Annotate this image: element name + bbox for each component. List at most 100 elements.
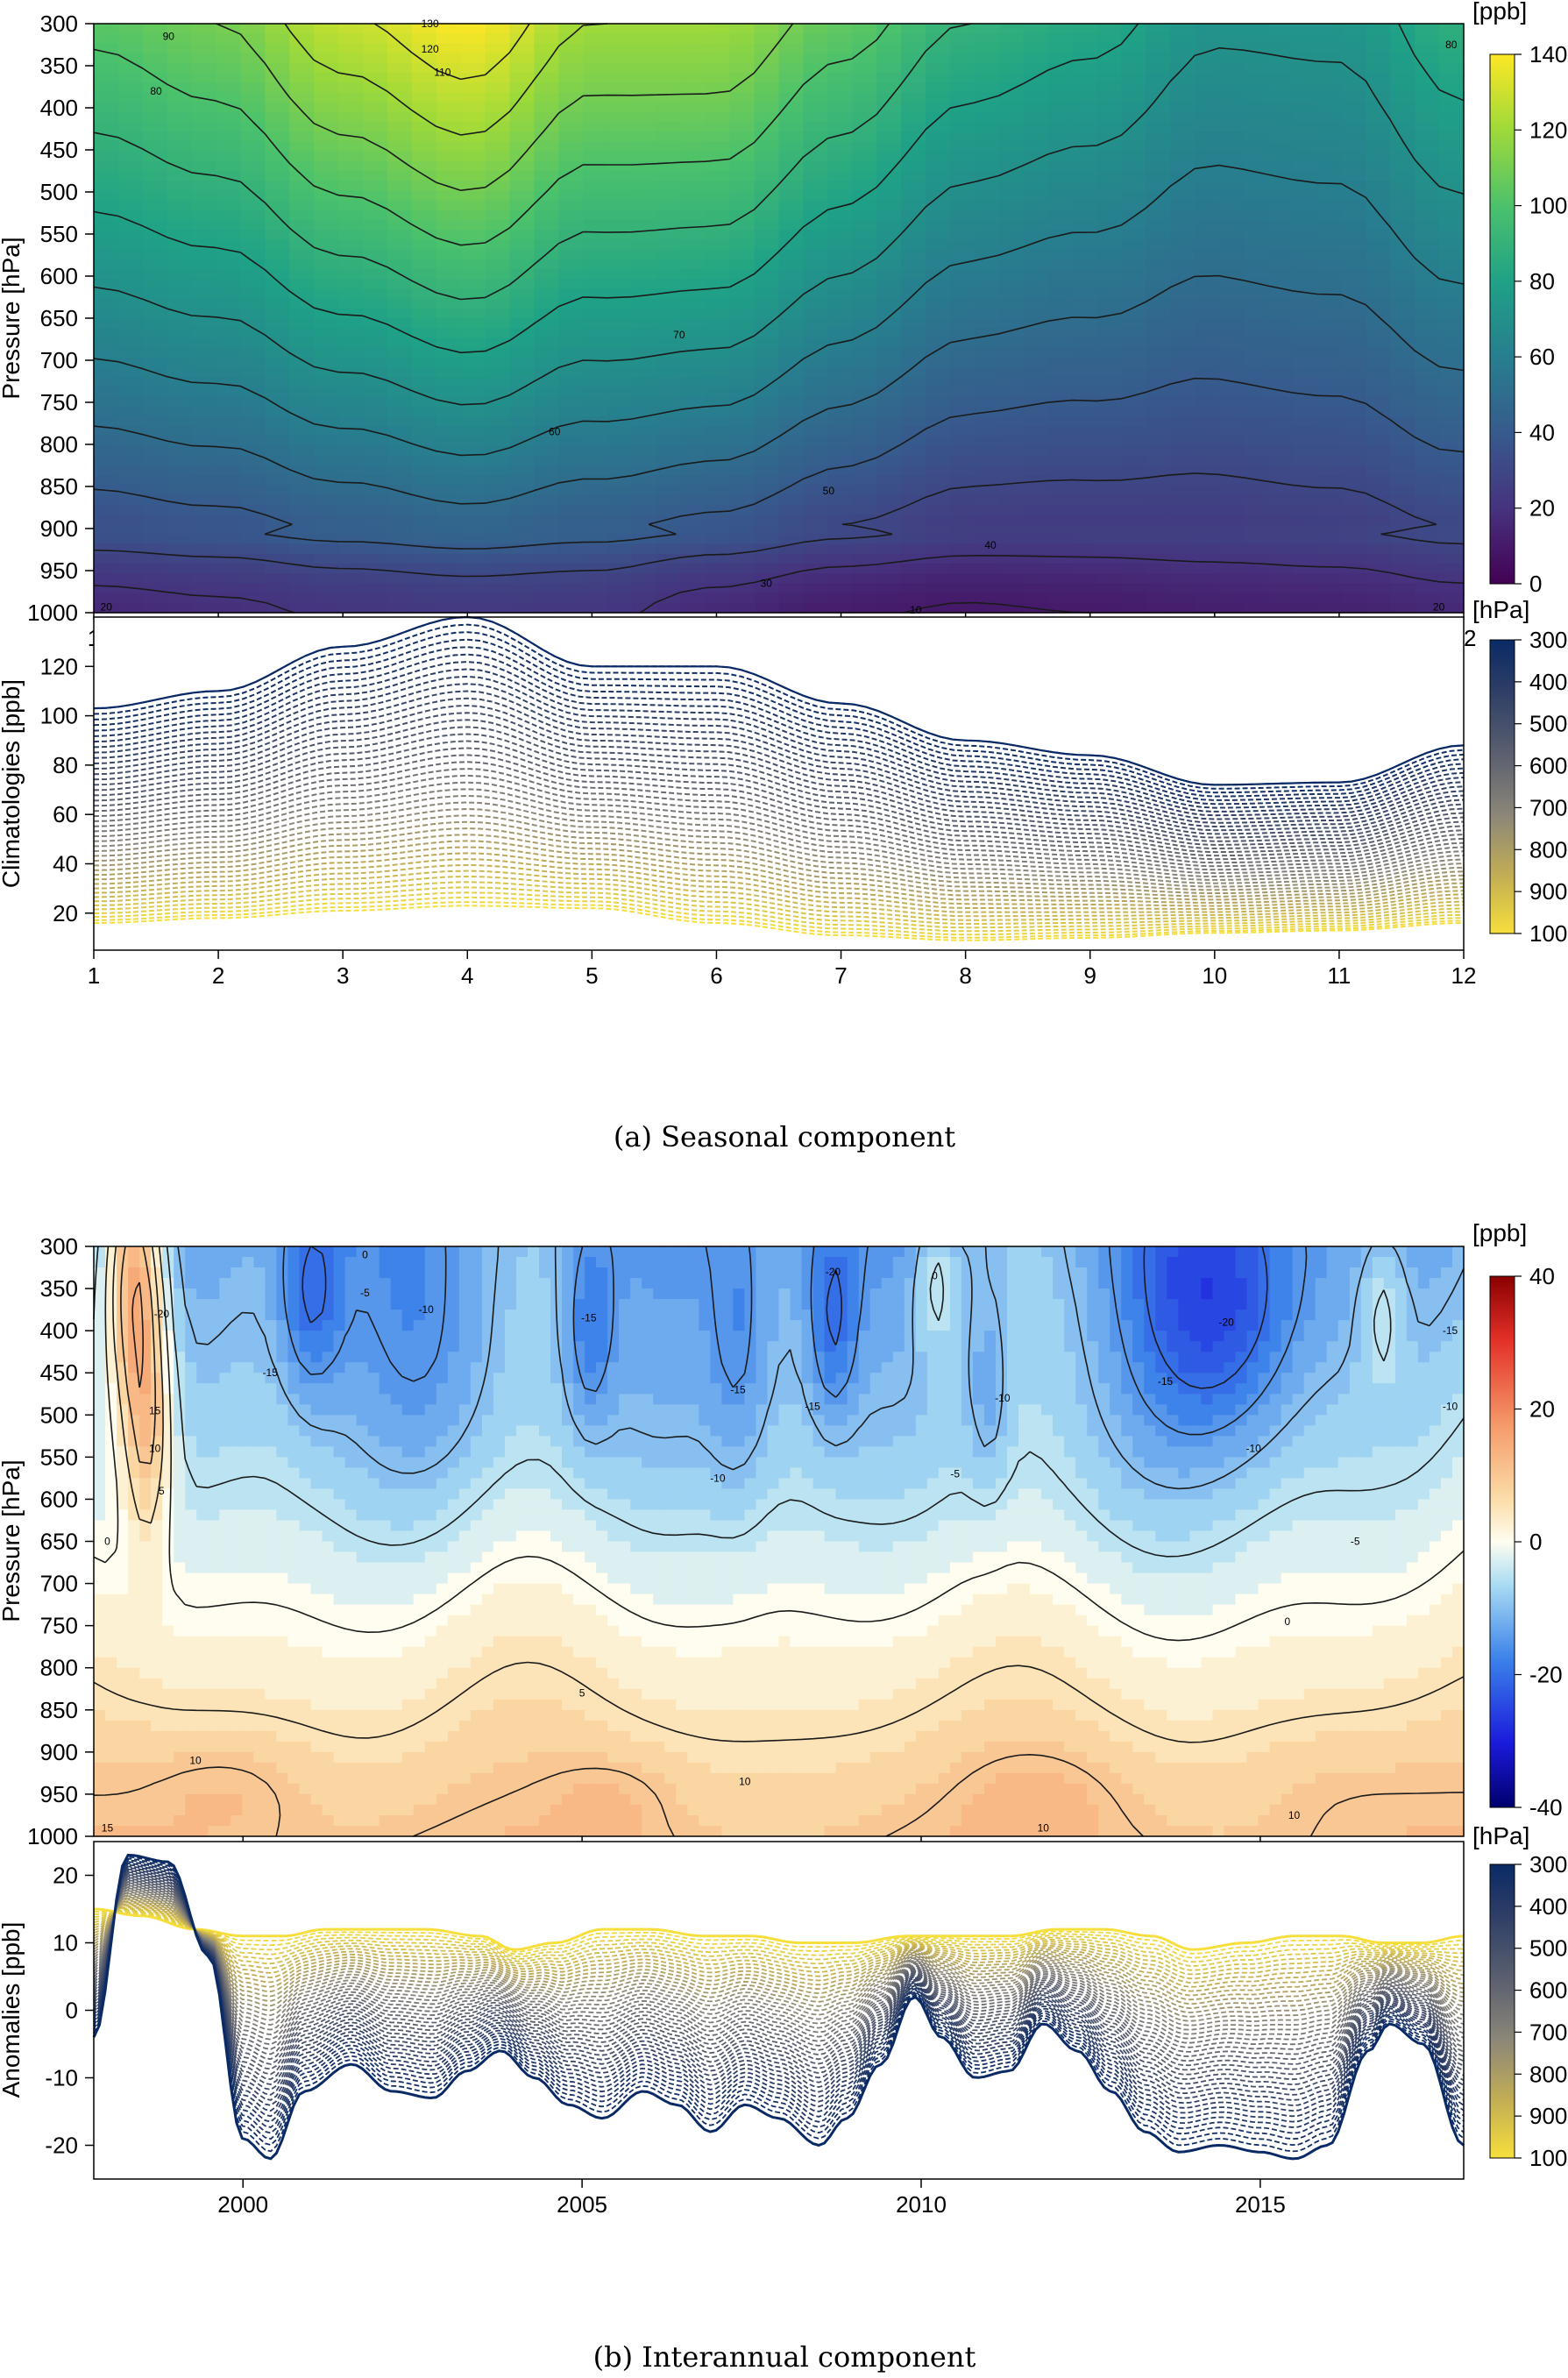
heatmap-cell [1267,220,1294,231]
heatmap-cell [216,426,242,437]
heatmap-cell [710,1362,722,1374]
heatmap-cell [1072,494,1097,506]
heatmap-cell [974,328,1000,338]
heatmap-cell [1072,396,1097,408]
heatmap-cell [299,1352,312,1363]
heatmap-cell [509,141,535,153]
heatmap-cell [1383,1341,1396,1352]
heatmap-cell [1023,465,1049,476]
heatmap-cell [632,396,657,408]
heatmap-cell [528,1320,540,1331]
heatmap-cell [191,73,217,83]
heatmap-cell [562,1320,574,1331]
heatmap-cell [1218,426,1245,437]
heatmap-cell [733,1278,745,1289]
heatmap-cell [744,1278,756,1289]
heatmap-cell [558,515,584,525]
heatmap-cell [265,583,290,594]
heatmap-cell [1372,1278,1385,1289]
heatmap-cell [509,92,535,103]
heatmap-cell [656,209,682,221]
heatmap-cell [413,1310,426,1321]
heatmap-cell [803,524,828,535]
heatmap-cell [314,485,339,496]
heatmap-cell [653,1257,665,1268]
heatmap-cell [803,220,828,231]
heatmap-cell [167,288,193,300]
heatmap-cell [240,573,266,584]
heatmap-cell [1303,1267,1316,1279]
heatmap-cell [142,455,168,466]
heatmap-cell [401,1278,415,1289]
heatmap-cell [1243,249,1269,260]
heatmap-cell [167,33,193,44]
heatmap-cell [869,1278,883,1289]
heatmap-cell [436,367,462,378]
heatmap-cell [1023,122,1049,132]
heatmap-cell [1439,269,1465,280]
heatmap-cell [314,102,339,113]
heatmap-cell [1316,220,1342,231]
heatmap-cell [1047,181,1073,191]
heatmap-cell [876,269,902,280]
heatmap-cell [1452,1257,1465,1268]
heatmap-cell [142,465,168,476]
heatmap-cell [729,416,756,427]
heatmap-cell [632,141,657,153]
heatmap-cell [754,181,780,191]
heatmap-cell [1072,259,1097,270]
heatmap-cell [680,308,706,319]
heatmap-cell [1341,171,1366,181]
heatmap-cell [803,387,828,398]
heatmap-cell [504,1299,517,1310]
heatmap-cell [216,387,242,398]
heatmap-cell [721,1352,734,1363]
heatmap-cell [632,455,657,466]
heatmap-cell [778,151,804,162]
heatmap-cell [363,279,388,289]
heatmap-cell [803,160,828,172]
heatmap-cell [904,1320,917,1331]
heatmap-cell [265,347,290,358]
heatmap-cell [363,494,388,506]
heatmap-cell [1170,328,1196,338]
heatmap-cell [1195,24,1220,34]
heatmap-cell [1096,416,1122,427]
heatmap-cell [881,1299,894,1310]
heatmap-cell [1390,102,1415,113]
heatmap-cell [974,308,1000,319]
heatmap-cell [142,602,168,614]
heatmap-cell [754,151,780,162]
heatmap-cell [139,1310,152,1321]
heatmap-cell [778,564,804,574]
heatmap-cell [1366,259,1391,270]
heatmap-cell [632,230,657,240]
heatmap-cell [1292,583,1318,594]
heatmap-cell [1195,131,1220,142]
heatmap-cell [94,1341,106,1352]
heatmap-cell [1415,515,1440,525]
heatmap-cell [117,1246,129,1258]
heatmap-cell [558,151,584,162]
heatmap-cell [1366,396,1391,408]
heatmap-cell [1121,602,1146,614]
heatmap-cell [1439,200,1465,211]
heatmap-cell [803,230,828,240]
heatmap-cell [1195,259,1220,270]
heatmap-cell [1170,249,1196,260]
heatmap-cell [1316,593,1342,604]
heatmap-cell [1439,160,1465,172]
y-ticks: 3003504004505005506006507007508008509009… [27,11,94,626]
heatmap-cell [167,602,193,614]
series-line [93,834,1465,898]
heatmap-cell [447,1246,460,1258]
heatmap-cell [998,230,1025,240]
heatmap-cell [117,24,144,34]
heatmap-cell [754,347,780,358]
series-line [93,683,1465,820]
heatmap-cell [680,416,706,427]
heatmap-cell [1178,1299,1190,1310]
heatmap-cell [664,1278,677,1289]
heatmap-cell [387,288,413,300]
contour-label: 80 [1445,39,1458,51]
